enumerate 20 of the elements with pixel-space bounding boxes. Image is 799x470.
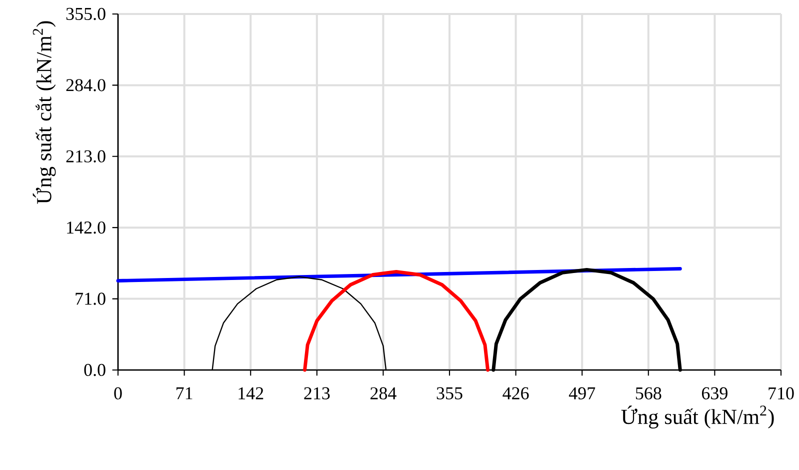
x-axis-title: Ứng suất (kN/m$^{2}$) — [621, 406, 774, 428]
line-series — [303, 270, 490, 372]
x-tick-label: 355 — [436, 387, 462, 400]
x-tick-label: 213 — [304, 387, 330, 400]
y-tick-label: 0.0 — [84, 364, 106, 376]
y-tick-label: 142.0 — [67, 221, 106, 234]
y-tick-label: 284.0 — [66, 79, 106, 92]
x-tick-label: 568 — [636, 387, 662, 400]
x-tick-label: 639 — [702, 387, 728, 400]
x-tick-label: 497 — [568, 387, 596, 400]
x-tick-label: 142 — [238, 387, 264, 400]
x-tick-label: 0 — [114, 387, 122, 400]
y-tick-label: 213.0 — [66, 150, 106, 162]
x-tick-label: 426 — [502, 387, 529, 400]
x-tick-label: 71 — [176, 387, 192, 400]
x-tick-label: 284 — [370, 387, 396, 400]
y-axis-title: Ứng suất cắt (kN/m$^{2}$) — [32, 21, 56, 204]
y-tick-label: 71.0 — [76, 292, 106, 305]
y-tick-label: 355.0 — [66, 8, 106, 20]
x-tick-label: 710 — [768, 387, 794, 400]
